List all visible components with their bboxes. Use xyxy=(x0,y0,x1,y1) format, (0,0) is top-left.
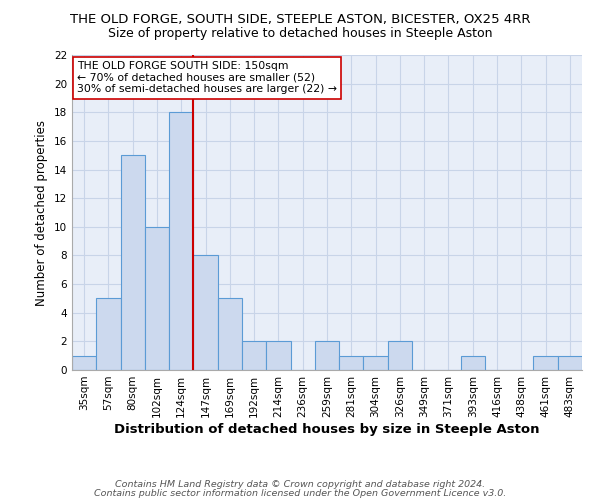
Bar xyxy=(364,356,388,370)
Bar xyxy=(121,155,145,370)
Bar xyxy=(145,227,169,370)
Text: THE OLD FORGE SOUTH SIDE: 150sqm
← 70% of detached houses are smaller (52)
30% o: THE OLD FORGE SOUTH SIDE: 150sqm ← 70% o… xyxy=(77,62,337,94)
Bar xyxy=(388,342,412,370)
Bar xyxy=(193,256,218,370)
Bar xyxy=(169,112,193,370)
Bar xyxy=(72,356,96,370)
Text: Size of property relative to detached houses in Steeple Aston: Size of property relative to detached ho… xyxy=(108,28,492,40)
Text: Contains HM Land Registry data © Crown copyright and database right 2024.: Contains HM Land Registry data © Crown c… xyxy=(115,480,485,489)
Bar xyxy=(218,298,242,370)
Bar xyxy=(461,356,485,370)
Text: Contains public sector information licensed under the Open Government Licence v3: Contains public sector information licen… xyxy=(94,489,506,498)
Bar xyxy=(533,356,558,370)
Y-axis label: Number of detached properties: Number of detached properties xyxy=(35,120,49,306)
Bar xyxy=(558,356,582,370)
X-axis label: Distribution of detached houses by size in Steeple Aston: Distribution of detached houses by size … xyxy=(114,422,540,436)
Bar xyxy=(315,342,339,370)
Bar xyxy=(242,342,266,370)
Text: THE OLD FORGE, SOUTH SIDE, STEEPLE ASTON, BICESTER, OX25 4RR: THE OLD FORGE, SOUTH SIDE, STEEPLE ASTON… xyxy=(70,12,530,26)
Bar xyxy=(339,356,364,370)
Bar xyxy=(96,298,121,370)
Bar xyxy=(266,342,290,370)
